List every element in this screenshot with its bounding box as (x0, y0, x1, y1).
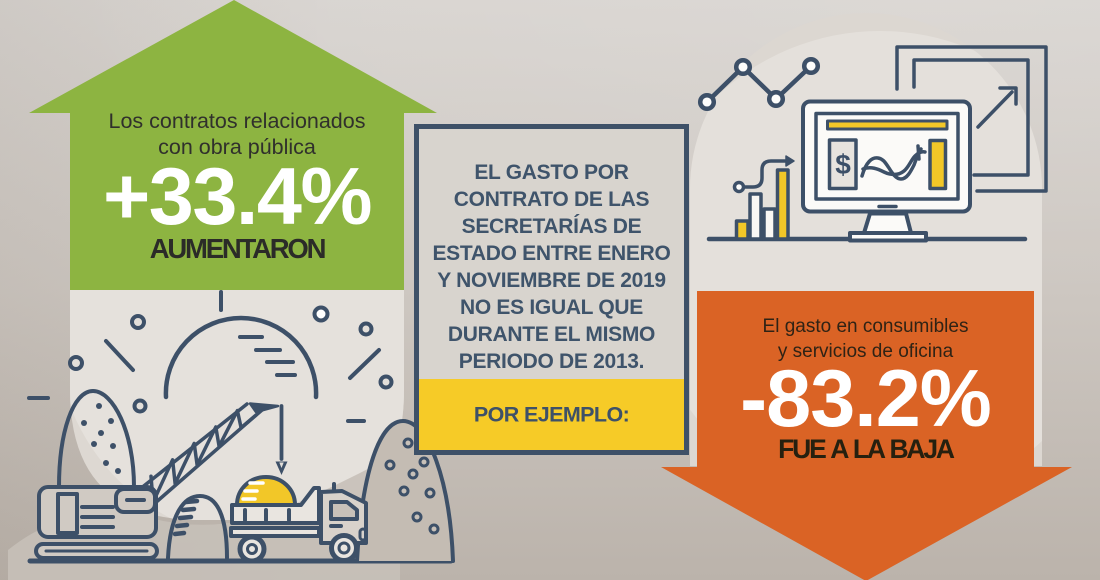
svg-text:$: $ (835, 149, 851, 180)
